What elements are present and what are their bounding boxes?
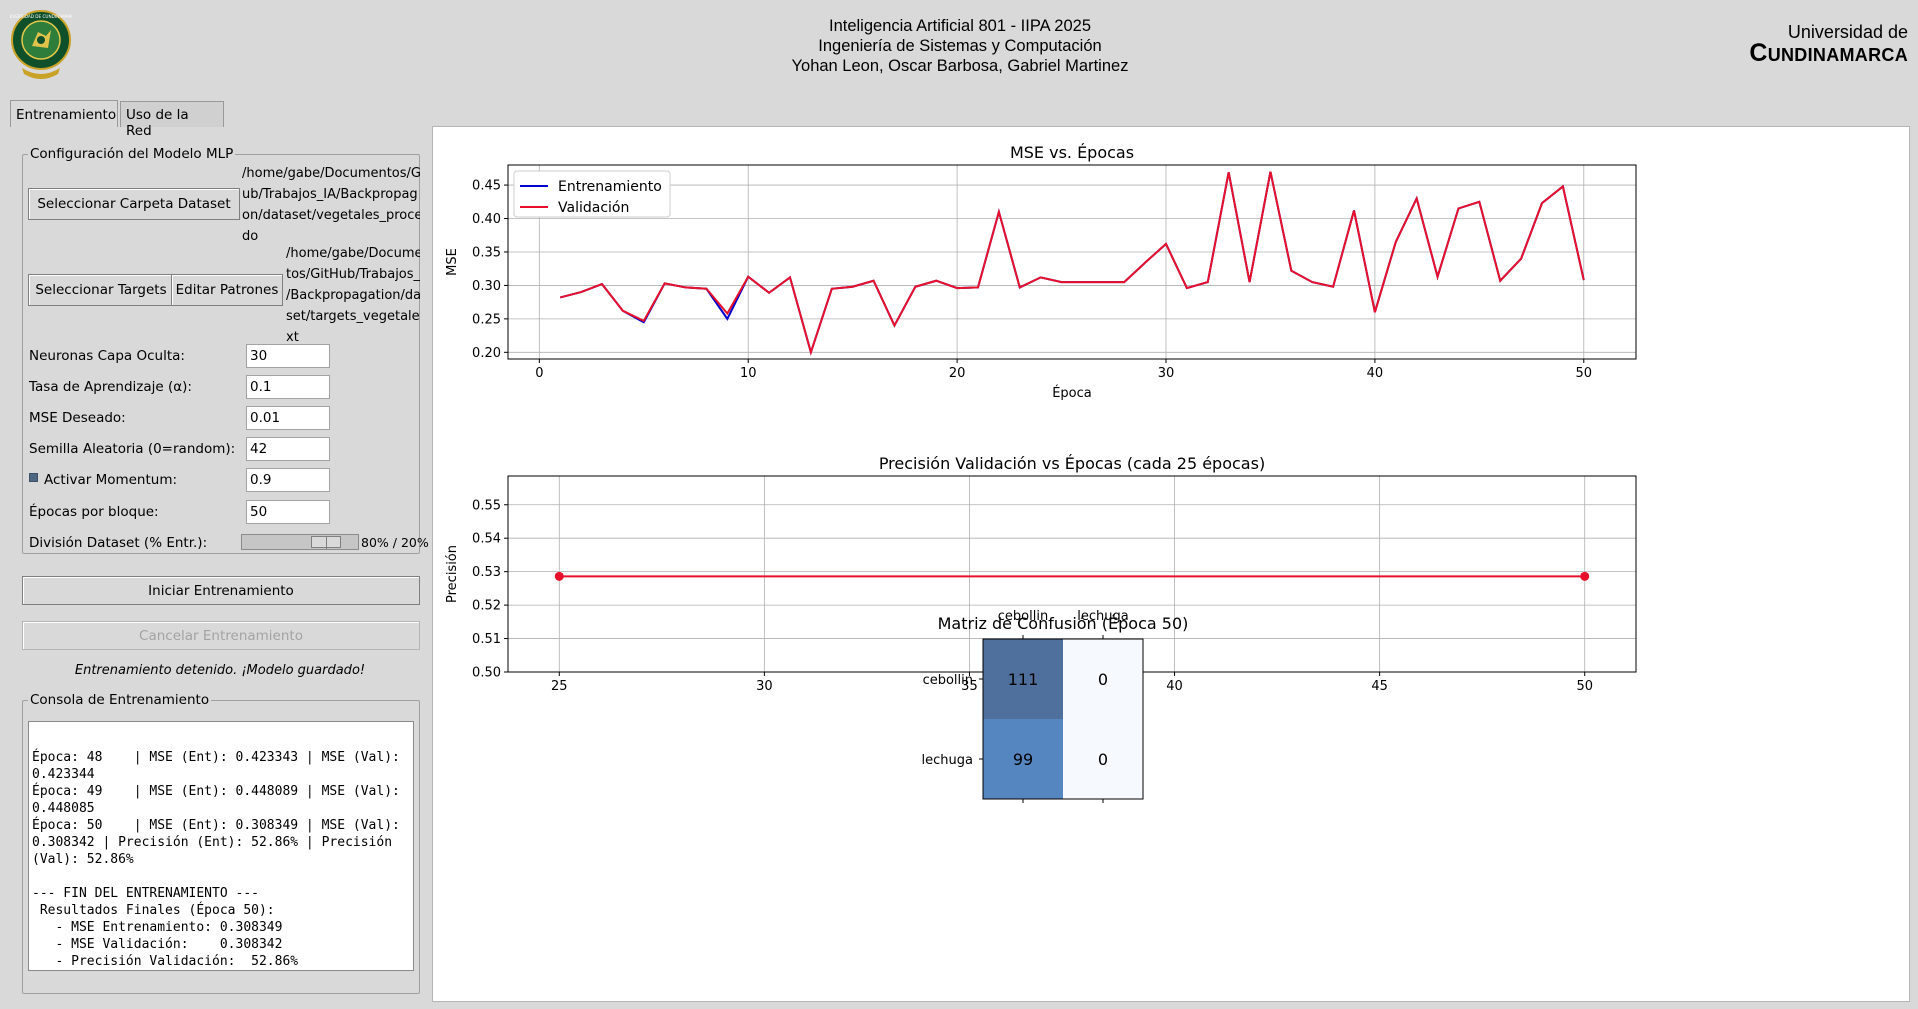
hidden-neurons-input[interactable] bbox=[246, 344, 330, 368]
training-controls-panel: Configuración del Modelo MLP Seleccionar… bbox=[10, 126, 430, 1002]
momentum-label: Activar Momentum: bbox=[44, 472, 178, 488]
start-training-button[interactable]: Iniciar Entrenamiento bbox=[22, 576, 420, 605]
brand-wordmark: Universidad de Cundinamarca bbox=[1749, 22, 1908, 67]
hidden-neurons-label: Neuronas Capa Oculta: bbox=[29, 348, 185, 364]
mse-chart-xtick-label: 20 bbox=[949, 366, 966, 381]
tab-uso-de-la-red[interactable]: Uso de la Red bbox=[120, 101, 224, 139]
epochs-per-block-label: Épocas por bloque: bbox=[29, 504, 159, 520]
targets-path: /home/gabe/Docume tos/GitHub/Trabajos_ /… bbox=[286, 246, 420, 345]
acc-chart-xtick-label: 40 bbox=[1166, 679, 1183, 694]
dataset-split-slider-thumb[interactable] bbox=[310, 536, 341, 549]
cm-cell-value: 0 bbox=[1098, 750, 1108, 769]
mse-chart-ytick-label: 0.35 bbox=[472, 245, 501, 260]
epochs-per-block-input[interactable] bbox=[246, 500, 330, 524]
acc-chart-xtick-label: 50 bbox=[1576, 679, 1593, 694]
brand-line-2: Cundinamarca bbox=[1749, 39, 1908, 67]
university-logo: UNIVERSIDAD DE CUNDINAMARCA bbox=[10, 10, 72, 79]
mse-chart-xtick-label: 50 bbox=[1576, 366, 1593, 381]
cm-cell-value: 111 bbox=[1008, 670, 1039, 689]
acc-chart-ytick-label: 0.53 bbox=[472, 565, 501, 580]
acc-chart-xtick-label: 25 bbox=[551, 679, 568, 694]
svg-text:UNIVERSIDAD DE CUNDINAMARCA: UNIVERSIDAD DE CUNDINAMARCA bbox=[10, 14, 72, 19]
mse-chart-xlabel: Época bbox=[1052, 385, 1092, 401]
mse-chart-xtick-label: 0 bbox=[535, 366, 543, 381]
random-seed-input[interactable] bbox=[246, 437, 330, 461]
acc-chart-point bbox=[554, 571, 564, 581]
cm-cell-value: 99 bbox=[1013, 750, 1033, 769]
dataset-split-label: División Dataset (% Entr.): bbox=[29, 535, 208, 551]
momentum-input[interactable] bbox=[246, 468, 330, 492]
acc-chart-xtick-label: 30 bbox=[756, 679, 773, 694]
cm-frame bbox=[982, 638, 1144, 800]
acc-chart-ytick-label: 0.51 bbox=[472, 632, 501, 647]
target-mse-input[interactable] bbox=[246, 406, 330, 430]
mse-chart-ytick-label: 0.40 bbox=[472, 212, 501, 227]
acc-chart-ytick-label: 0.50 bbox=[472, 666, 501, 681]
cm-title: Matriz de Confusión (Época 50) bbox=[938, 614, 1189, 633]
mse-chart-ylabel: MSE bbox=[445, 248, 460, 276]
training-console-group: Consola de Entrenamiento bbox=[22, 692, 420, 994]
cm-cell bbox=[1063, 719, 1143, 799]
acc-chart-xtick-label: 45 bbox=[1371, 679, 1388, 694]
training-console-legend: Consola de Entrenamiento bbox=[30, 692, 210, 708]
brand-line-1: Universidad de bbox=[1787, 22, 1908, 42]
mse-chart-ytick-label: 0.25 bbox=[472, 312, 501, 327]
cm-row-label: lechuga bbox=[922, 753, 973, 768]
mse-chart-title: MSE vs. Épocas bbox=[1010, 143, 1134, 162]
mse-chart-ytick-label: 0.30 bbox=[472, 279, 501, 294]
cm-cell bbox=[1063, 639, 1143, 719]
title-line-3: Yohan Leon, Oscar Barbosa, Gabriel Marti… bbox=[791, 57, 1129, 75]
acc-chart-xtick-label: 35 bbox=[961, 679, 978, 694]
title-line-1: Inteligencia Artificial 801 - IIPA 2025 bbox=[828, 17, 1092, 35]
edit-patterns-button[interactable]: Editar Patrones bbox=[171, 274, 283, 306]
cm-row-label: cebollin bbox=[923, 673, 973, 688]
cm-cell-value: 0 bbox=[1098, 670, 1108, 689]
dataset-split-slider[interactable] bbox=[241, 534, 359, 550]
mse-chart-legend bbox=[513, 170, 671, 218]
cm-col-label: lechuga bbox=[1077, 609, 1128, 624]
mse-chart-legend-label: Entrenamiento bbox=[558, 179, 662, 195]
acc-chart-ytick-label: 0.54 bbox=[472, 532, 501, 547]
mse-chart-ytick-label: 0.20 bbox=[472, 346, 501, 361]
training-console-text: Época: 48 | MSE (Ent): 0.423343 | MSE (V… bbox=[32, 750, 400, 969]
acc-chart-ylabel: Precisión bbox=[445, 545, 460, 603]
title-line-2: Ingeniería de Sistemas y Computación bbox=[818, 37, 1102, 55]
mse-chart-xtick-label: 10 bbox=[740, 366, 757, 381]
cm-cell bbox=[983, 719, 1063, 799]
plots-panel: 0 10 20 30 40 50 0.20 0.25 0.30 0.35 0.40 0.45 MSE v… bbox=[432, 126, 1910, 1002]
course-title: Inteligencia Artificial 801 - IIPA 2025 … bbox=[560, 16, 1360, 76]
mse-chart-series-0-line bbox=[559, 171, 1585, 356]
acc-chart-point bbox=[1580, 571, 1590, 581]
mse-chart-legend-label: Validación bbox=[558, 200, 629, 216]
mse-chart-series-1-line bbox=[559, 171, 1585, 356]
acc-chart-ytick-label: 0.52 bbox=[472, 599, 501, 614]
mse-chart-xtick-label: 40 bbox=[1367, 366, 1384, 381]
learning-rate-input[interactable] bbox=[246, 375, 330, 399]
plots-canvas: 0 10 20 30 40 50 0.20 0.25 0.30 0.35 0.40 0.45 MSE v… bbox=[445, 143, 1637, 803]
cancel-training-button[interactable]: Cancelar Entrenamiento bbox=[22, 621, 420, 650]
tab-entrenamiento[interactable]: Entrenamiento bbox=[10, 100, 118, 127]
app-header: UNIVERSIDAD DE CUNDINAMARCA Inteligencia… bbox=[0, 0, 1918, 100]
model-config-legend: Configuración del Modelo MLP bbox=[30, 146, 234, 162]
mse-chart-axes-frame bbox=[507, 164, 1637, 360]
target-mse-label: MSE Deseado: bbox=[29, 410, 126, 426]
acc-chart-title: Precisión Validación vs Épocas (cada 25 … bbox=[879, 454, 1265, 473]
training-status: Entrenamiento detenido. ¡Modelo guardado… bbox=[74, 663, 366, 678]
training-console[interactable]: Época: 48 | MSE (Ent): 0.423343 | MSE (V… bbox=[28, 721, 414, 971]
acc-chart-ytick-label: 0.55 bbox=[472, 498, 501, 513]
mse-chart-xtick-label: 30 bbox=[1158, 366, 1175, 381]
cm-col-label: cebollin bbox=[998, 609, 1048, 624]
mse-chart-ytick-label: 0.45 bbox=[472, 179, 501, 194]
select-targets-button[interactable]: Seleccionar Targets bbox=[28, 274, 174, 306]
cm-cell bbox=[983, 639, 1063, 719]
learning-rate-label: Tasa de Aprendizaje (α): bbox=[29, 379, 192, 395]
random-seed-label: Semilla Aleatoria (0=random): bbox=[29, 441, 236, 457]
model-config-group: Configuración del Modelo MLP bbox=[22, 146, 420, 554]
dataset-path: /home/gabe/Documentos/G ub/Trabajos_IA/B… bbox=[242, 166, 420, 244]
momentum-checkbox[interactable] bbox=[29, 473, 38, 482]
select-dataset-button[interactable]: Seleccionar Carpeta Dataset bbox=[28, 188, 240, 220]
dataset-split-value: 80% / 20% bbox=[361, 535, 429, 550]
